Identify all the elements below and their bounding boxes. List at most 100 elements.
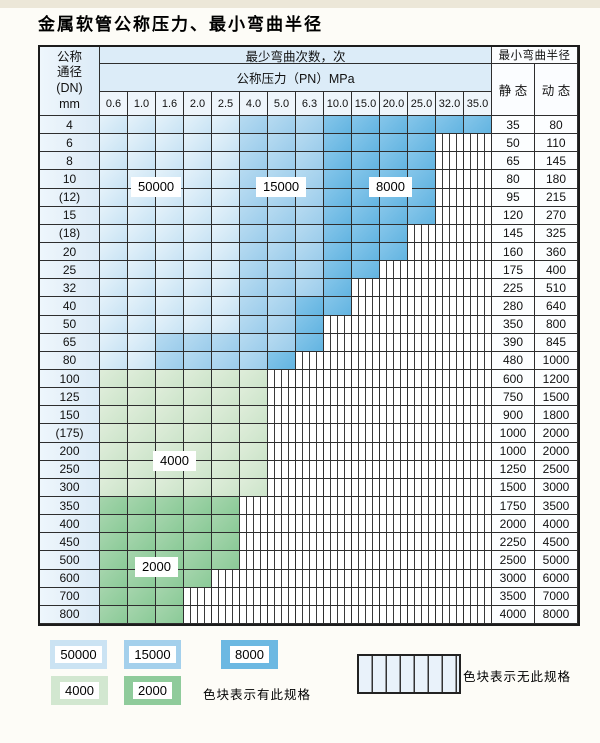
spec-cell — [296, 297, 324, 316]
no-spec-cell — [324, 442, 352, 461]
no-spec-cell — [464, 369, 492, 389]
spec-cell — [184, 369, 212, 389]
legend-chip-8000: 8000 — [221, 640, 278, 669]
spec-cell — [100, 206, 128, 225]
no-spec-cell — [436, 261, 464, 280]
spec-cell — [156, 116, 184, 135]
dynamic-radius-value: 2000 — [535, 424, 578, 443]
dn-row-label: 150 — [40, 406, 100, 425]
no-spec-cell — [436, 333, 464, 352]
spec-cell — [408, 116, 436, 135]
no-spec-cell — [324, 333, 352, 352]
spec-cell — [100, 170, 128, 189]
no-spec-cell — [296, 587, 324, 606]
spec-cell — [128, 279, 156, 298]
spec-cell — [212, 170, 240, 189]
no-spec-cell — [380, 388, 408, 407]
no-spec-cell — [464, 224, 492, 243]
spec-cell — [296, 315, 324, 334]
no-spec-cell — [268, 533, 296, 552]
dn-row-label: 400 — [40, 515, 100, 534]
no-spec-cell — [324, 406, 352, 425]
spec-cell — [436, 116, 464, 135]
spec-cell — [240, 460, 268, 479]
overlay-label-4000: 4000 — [153, 451, 196, 471]
no-spec-cell — [268, 442, 296, 461]
no-spec-cell — [464, 569, 492, 588]
spec-cell — [128, 297, 156, 316]
no-spec-cell — [464, 478, 492, 497]
spec-cell — [324, 134, 352, 153]
spec-cell — [212, 551, 240, 570]
dynamic-radius-value: 2000 — [535, 442, 578, 461]
dn-row-label: 200 — [40, 442, 100, 461]
no-spec-cell — [464, 533, 492, 552]
static-radius-value: 2500 — [492, 551, 535, 570]
no-spec-cell — [408, 315, 436, 334]
spec-cell — [156, 297, 184, 316]
dynamic-radius-value: 2500 — [535, 460, 578, 479]
dn-row-label: 700 — [40, 587, 100, 606]
spec-cell — [240, 261, 268, 280]
spec-cell — [240, 333, 268, 352]
spec-cell — [268, 279, 296, 298]
dynamic-radius-value: 4500 — [535, 533, 578, 552]
no-spec-cell — [324, 351, 352, 370]
spec-cell — [324, 242, 352, 262]
no-spec-cell — [436, 533, 464, 552]
spec-cell — [100, 442, 128, 461]
spec-cell — [352, 242, 380, 262]
spec-cell — [184, 569, 212, 588]
dn-row-label: 40 — [40, 297, 100, 316]
no-spec-cell — [380, 333, 408, 352]
dynamic-radius-value: 270 — [535, 206, 578, 225]
pressure-column-header: 35.0 — [464, 92, 492, 116]
no-spec-cell — [436, 551, 464, 570]
spec-cell — [268, 261, 296, 280]
spec-cell — [128, 224, 156, 243]
spec-cell — [212, 206, 240, 225]
static-radius-value: 175 — [492, 261, 535, 280]
legend-chip-2000-label: 2000 — [133, 682, 172, 699]
spec-cell — [156, 478, 184, 497]
spec-cell — [184, 242, 212, 262]
spec-cell — [100, 424, 128, 443]
spec-cell — [380, 224, 408, 243]
spec-cell — [352, 152, 380, 171]
spec-cell — [128, 533, 156, 552]
no-spec-cell — [380, 406, 408, 425]
spec-cell — [324, 152, 352, 171]
overlay-label-50000: 50000 — [131, 177, 182, 197]
no-spec-cell — [296, 460, 324, 479]
dynamic-radius-value: 7000 — [535, 587, 578, 606]
no-spec-cell — [296, 351, 324, 370]
spec-cell — [156, 242, 184, 262]
pressure-column-header: 4.0 — [240, 92, 268, 116]
no-spec-cell — [464, 351, 492, 370]
spec-cell — [156, 351, 184, 370]
no-spec-cell — [380, 551, 408, 570]
no-spec-cell — [408, 333, 436, 352]
spec-cell — [212, 351, 240, 370]
spec-cell — [240, 406, 268, 425]
spec-cell — [156, 496, 184, 516]
dynamic-radius-value: 800 — [535, 315, 578, 334]
dn-row-label: 100 — [40, 369, 100, 389]
spec-cell — [324, 224, 352, 243]
spec-cell — [184, 152, 212, 171]
legend-chip-15000-label: 15000 — [129, 646, 176, 663]
dynamic-radius-value: 325 — [535, 224, 578, 243]
static-radius-value: 225 — [492, 279, 535, 298]
no-spec-cell — [408, 551, 436, 570]
spec-cell — [352, 116, 380, 135]
spec-cell — [268, 224, 296, 243]
no-spec-cell — [240, 569, 268, 588]
spec-cell — [408, 206, 436, 225]
spec-cell — [184, 478, 212, 497]
spec-cell — [128, 388, 156, 407]
dynamic-radius-value: 180 — [535, 170, 578, 189]
spec-cell — [212, 533, 240, 552]
no-spec-cell — [380, 261, 408, 280]
spec-cell — [212, 460, 240, 479]
dynamic-radius-value: 1000 — [535, 351, 578, 370]
